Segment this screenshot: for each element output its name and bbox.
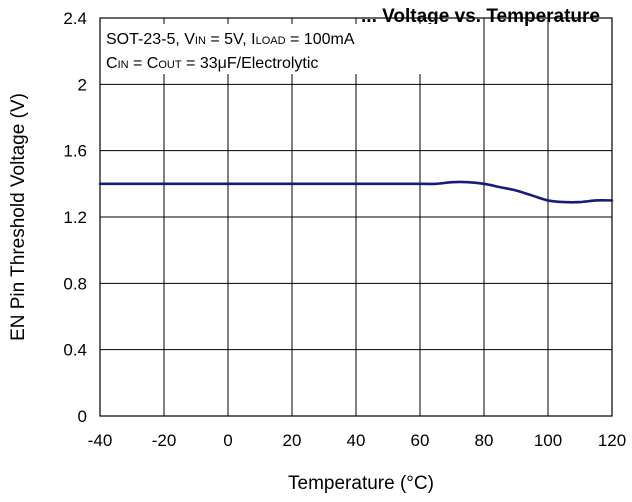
x-tick-label: -20 [152, 431, 177, 450]
x-tick-label: 60 [411, 431, 430, 450]
y-tick-label: 1.6 [63, 142, 87, 161]
conditions-box [102, 24, 482, 74]
x-tick-label: 100 [534, 431, 562, 450]
y-axis-label: EN Pin Threshold Voltage (V) [8, 93, 29, 341]
conditions-line-2: CIN = COUT = 33μF/Electrolytic [106, 55, 318, 72]
y-tick-label: 2.4 [63, 9, 87, 28]
x-tick-label: 80 [475, 431, 494, 450]
x-tick-label: -40 [88, 431, 113, 450]
y-tick-label: 0.4 [63, 341, 87, 360]
y-tick-label: 0 [78, 407, 87, 426]
x-tick-label: 40 [347, 431, 366, 450]
x-tick-label: 0 [223, 431, 232, 450]
x-tick-label: 120 [598, 431, 626, 450]
conditions-line-1: SOT-23-5, VIN = 5V, ILOAD = 100mA [106, 31, 355, 48]
y-tick-label: 0.8 [63, 274, 87, 293]
grid-lines [99, 17, 613, 417]
series-group [98, 180, 614, 204]
series-line [98, 180, 614, 204]
x-tick-label: 20 [283, 431, 302, 450]
plot-area-frame [99, 17, 613, 417]
y-tick-label: 2 [78, 75, 87, 94]
y-tick-label: 1.2 [63, 208, 87, 227]
x-axis-label: Temperature (°C) [288, 473, 434, 494]
x-tick-labels: -40 -20 0 20 40 60 80 100 120 [88, 431, 626, 450]
chart-title: ... Voltage vs. Temperature [361, 6, 600, 27]
y-tick-labels: 0 0.4 0.8 1.2 1.6 2 2.4 [63, 9, 87, 426]
